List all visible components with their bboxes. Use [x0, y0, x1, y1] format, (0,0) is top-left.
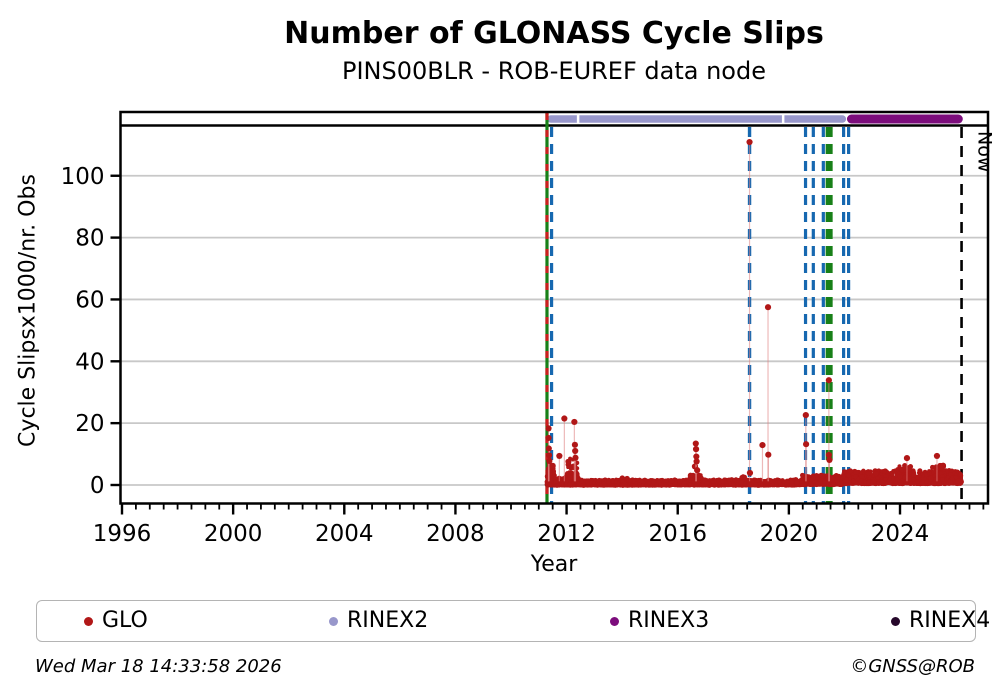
plot-area: Now 1996 2000 2004 2008 2012 2016 2020 2024 0 20 40… [61, 110, 996, 547]
rinex3-bar [846, 114, 963, 124]
glo-point [693, 453, 700, 460]
glo-point [746, 138, 753, 146]
chart-subtitle: PINS00BLR - ROB-EUREF data node [342, 57, 766, 85]
glo-point [694, 467, 701, 474]
glo-points [544, 456, 964, 488]
glo-point [765, 451, 772, 458]
y-tick-label: 80 [75, 226, 104, 252]
x-tick-label: 1996 [93, 521, 152, 547]
now-label: Now [974, 131, 996, 172]
glo-marker-icon [84, 616, 93, 626]
rinex2-bar [547, 115, 847, 123]
glo-point [764, 304, 772, 311]
rinex4-marker-icon [891, 616, 900, 626]
glo-point [545, 434, 552, 442]
legend-label: GLO [102, 608, 148, 633]
glo-point [746, 469, 754, 477]
bar-gap [576, 114, 580, 124]
glo-point [759, 442, 766, 449]
copyright: ©GNSS@ROB [850, 656, 975, 677]
legend-item-rinex3: RINEX3 [610, 601, 709, 641]
legend: GLO RINEX2 RINEX3 RINEX4 [36, 600, 990, 642]
glo-point [903, 454, 911, 462]
y-tick-label: 60 [75, 287, 104, 313]
glo-point [802, 441, 810, 448]
plot-border [119, 110, 990, 505]
legend-item-rinex4: RINEX4 [891, 601, 990, 641]
glo-point [546, 457, 553, 464]
glo-point [545, 425, 552, 432]
x-tick-label: 2016 [648, 521, 707, 547]
glo-point [545, 445, 552, 452]
timestamp: Wed Mar 18 14:33:58 2026 [35, 656, 282, 677]
glo-point [549, 462, 556, 469]
x-tick-label: 2000 [204, 521, 263, 547]
y-tick-label: 40 [75, 349, 104, 375]
glo-point [825, 377, 832, 384]
glo-point [571, 441, 579, 448]
glo-point [693, 458, 700, 465]
legend-label: RINEX2 [347, 608, 429, 633]
glo-point [825, 451, 832, 459]
y-axis-label: Cycle Slipsx1000/nr. Obs [15, 174, 41, 447]
x-tick-label: 2012 [537, 521, 596, 547]
x-tick-label: 2024 [871, 521, 930, 547]
glo-point [561, 415, 568, 422]
y-tick-label: 100 [61, 164, 105, 190]
glo-point [802, 412, 809, 419]
glo-point [556, 452, 563, 460]
x-axis-label: Year [530, 552, 578, 577]
legend-label: RINEX4 [909, 608, 991, 633]
chart-title: Number of GLONASS Cycle Slips [284, 16, 824, 51]
legend-item-glo: GLO [84, 601, 148, 641]
glo-point [545, 452, 553, 459]
glo-point [826, 456, 833, 464]
x-tick-label: 2004 [315, 521, 374, 547]
rinex3-marker-icon [610, 616, 619, 626]
rinex2-marker-icon [329, 616, 338, 626]
glo-point [572, 454, 579, 461]
glo-point [572, 447, 579, 455]
glo-point [692, 446, 700, 453]
y-tick-label: 20 [75, 411, 104, 437]
y-tick-label: 0 [90, 473, 105, 499]
legend-label: RINEX3 [628, 608, 710, 633]
x-tick-label: 2008 [426, 521, 485, 547]
glo-point [933, 452, 941, 460]
glo-point [692, 440, 699, 447]
glo-point [571, 418, 578, 426]
bar-gap [781, 114, 785, 124]
legend-item-rinex2: RINEX2 [329, 601, 428, 641]
x-tick-label: 2020 [760, 521, 819, 547]
